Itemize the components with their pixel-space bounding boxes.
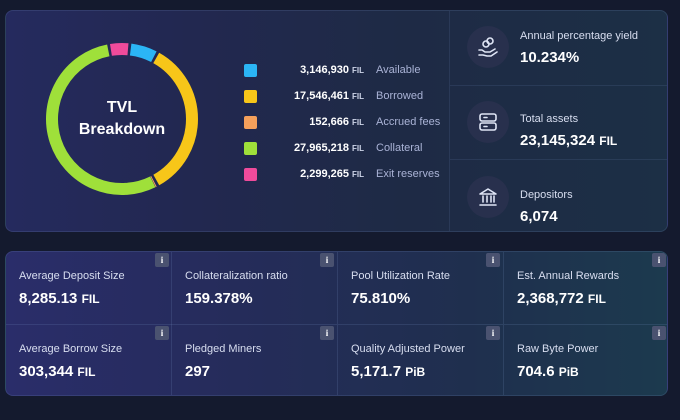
info-icon[interactable]: i [320,253,334,267]
info-icon[interactable]: i [320,326,334,340]
metric-value: 303,344 FIL [19,363,95,380]
metric-value: 8,285.13 FIL [19,290,100,307]
pool-metrics-panel: i Average Deposit Size 8,285.13 FIL i Co… [5,251,668,396]
metric-value-unit: FIL [587,292,606,306]
database-icon [467,101,509,143]
metric-average-borrow-size: i Average Borrow Size 303,344 FIL [6,324,172,395]
metric-label: Quality Adjusted Power [351,343,465,355]
legend-unit: FIL [352,65,364,75]
legend-swatch [244,63,257,77]
metric-value-number: 2,368,772 [517,290,584,307]
metric-label: Collateralization ratio [185,270,288,282]
tvl-donut-chart [46,43,198,195]
stat-value-number: 6,074 [520,208,558,225]
stat-value-number: 23,145,324 [520,132,596,149]
stat-value: 10.234% [520,49,579,66]
metric-value: 5,171.7 PiB [351,363,425,380]
legend-value: 17,546,461 [293,90,349,102]
metric-raw-byte-power: i Raw Byte Power 704.6 PiB [503,324,667,395]
donut-slice-borrowed [153,52,198,186]
metric-est-annual-rewards: i Est. Annual Rewards 2,368,772 FIL [503,252,667,324]
legend-item-accrued-fees: 152,666 FIL Accrued fees [244,114,440,130]
hand-coins-icon [467,26,509,68]
metric-quality-adjusted-power: i Quality Adjusted Power 5,171.7 PiB [337,324,503,395]
metric-value-number: 297 [185,363,211,380]
legend-item-borrowed: 17,546,461 FIL Borrowed [244,88,423,104]
info-icon[interactable]: i [486,253,500,267]
donut-slice-collateral [46,44,156,195]
metric-value-unit: FIL [77,365,96,379]
metric-value-number: 704.6 [517,363,555,380]
metric-value-number: 303,344 [19,363,74,380]
stat-depositors: Depositors 6,074 [450,159,667,231]
legend-value: 27,965,218 [293,142,349,154]
metric-value-unit: PiB [558,365,579,379]
metric-label: Est. Annual Rewards [517,270,620,282]
stat-value: 23,145,324 FIL [520,132,617,149]
legend-item-exit-reserves: 2,299,265 FIL Exit reserves [244,166,440,182]
metric-average-deposit-size: i Average Deposit Size 8,285.13 FIL [6,252,172,324]
legend-label: Available [376,64,421,76]
stat-value: 6,074 [520,208,558,225]
legend-swatch [244,167,257,181]
donut-center-title: TVL Breakdown [44,41,200,197]
metric-label: Raw Byte Power [517,343,599,355]
legend-swatch [244,115,257,129]
metric-label: Pledged Miners [185,343,262,355]
metric-value: 704.6 PiB [517,363,579,380]
metric-value-number: 159.378% [185,290,253,307]
metric-value: 2,368,772 FIL [517,290,606,307]
metric-value-number: 5,171.7 [351,363,402,380]
tvl-overview-panel: TVL Breakdown 3,146,930 FIL Available 17… [5,10,668,232]
legend-item-available: 3,146,930 FIL Available [244,62,420,78]
metric-value: 297 [185,363,210,380]
legend-value: 152,666 [309,116,349,128]
legend-swatch [244,89,257,103]
summary-stats: Annual percentage yield 10.234% Total as… [449,11,667,231]
legend-unit: FIL [352,117,364,127]
stat-apy: Annual percentage yield 10.234% [450,11,667,85]
donut-title-line2: Breakdown [78,121,166,138]
legend-value: 3,146,930 [300,64,349,76]
info-icon[interactable]: i [155,326,169,340]
legend-unit: FIL [352,143,364,153]
metric-collateralization-ratio: i Collateralization ratio 159.378% [171,252,337,324]
info-icon[interactable]: i [652,326,666,340]
bank-icon [467,176,509,218]
metric-label: Average Borrow Size [19,343,123,355]
stat-total-assets: Total assets 23,145,324 FIL [450,85,667,159]
legend-item-collateral: 27,965,218 FIL Collateral [244,140,422,156]
legend-label: Borrowed [376,90,424,102]
metric-label: Pool Utilization Rate [351,270,451,282]
donut-slice-exit-reserves [109,43,129,56]
legend-unit: FIL [352,169,364,179]
metric-value: 159.378% [185,290,253,307]
legend-label: Collateral [376,142,423,154]
stat-value-number: 10.234% [520,49,580,66]
metric-value: 75.810% [351,290,410,307]
stat-label: Annual percentage yield [520,30,639,42]
metric-value-unit: FIL [81,292,100,306]
info-icon[interactable]: i [155,253,169,267]
info-icon[interactable]: i [652,253,666,267]
donut-title-line1: TVL [106,99,138,116]
donut-slice-available [129,43,157,63]
metric-value-number: 8,285.13 [19,290,78,307]
stat-label: Depositors [520,189,573,201]
stat-value-unit: FIL [599,134,618,148]
legend-unit: FIL [352,91,364,101]
legend-label: Accrued fees [376,116,441,128]
metric-pool-utilization-rate: i Pool Utilization Rate 75.810% [337,252,503,324]
legend-swatch [244,141,257,155]
legend-label: Exit reserves [376,168,440,180]
metric-pledged-miners: i Pledged Miners 297 [171,324,337,395]
info-icon[interactable]: i [486,326,500,340]
stat-label: Total assets [520,113,579,125]
metric-value-number: 75.810% [351,290,411,307]
metric-label: Average Deposit Size [19,270,125,282]
legend-value: 2,299,265 [300,168,349,180]
metric-value-unit: PiB [405,365,426,379]
